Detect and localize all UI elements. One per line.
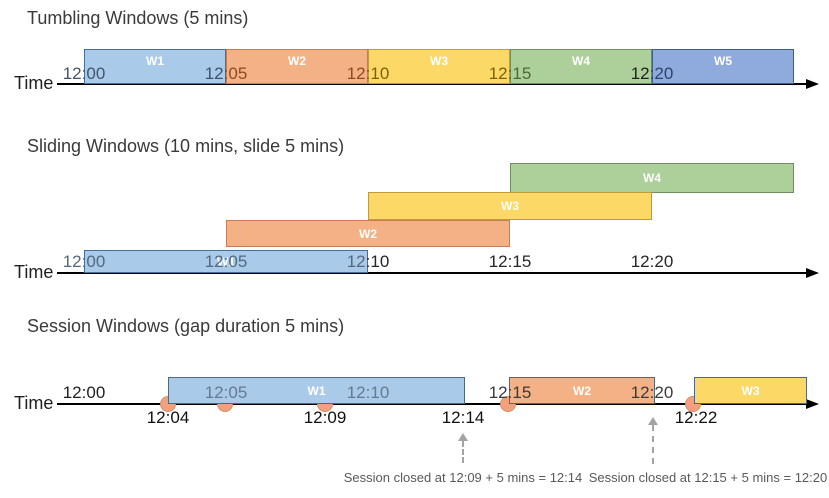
- tick-label-hours: 12: [62, 64, 82, 83]
- window-label: W4: [643, 171, 661, 185]
- window-label: W3: [741, 383, 760, 398]
- tick-label: 12:15: [489, 384, 532, 402]
- tick-label: 12:10: [347, 253, 390, 271]
- tick-label-hours: 12: [62, 252, 82, 271]
- tick-label-minutes: :20: [649, 383, 674, 402]
- tick-label-hours: 12: [630, 383, 650, 402]
- tick-label: 12:15: [489, 253, 532, 271]
- tick-label-minutes: :05: [223, 383, 248, 402]
- window-label: W3: [501, 199, 519, 213]
- window-label: W2: [359, 226, 377, 241]
- window-bar-w4: W4: [510, 163, 794, 193]
- dashed-arrow-line: [462, 441, 464, 463]
- time-axis: [57, 272, 806, 274]
- section-title-tumbling: Tumbling Windows (5 mins): [27, 8, 249, 28]
- time-axis: [57, 83, 806, 85]
- window-bar-w2: W2: [226, 49, 368, 84]
- tick-label: 12:15: [489, 65, 532, 83]
- tick-label: 12:00: [63, 65, 106, 83]
- time-axis-label: Time: [14, 73, 54, 93]
- tick-label-hours: 12: [630, 252, 650, 271]
- tick-label-minutes: :10: [365, 383, 390, 402]
- dashed-arrow-line: [652, 425, 654, 464]
- window-label: W1: [217, 255, 235, 269]
- tick-label-minutes: :15: [507, 252, 532, 271]
- window-bar-w3: W3: [368, 49, 510, 84]
- tick-label-minutes: :20: [649, 252, 674, 271]
- tick-label: 12:20: [631, 384, 674, 402]
- dashed-arrow-head-icon: [648, 417, 658, 425]
- dashed-arrow-head-icon: [458, 433, 468, 441]
- tick-label-minutes: :10: [365, 64, 390, 83]
- tick-label-minutes: :15: [507, 383, 532, 402]
- tick-label: 12:20: [631, 65, 674, 83]
- tick-label-minutes: :05: [223, 64, 248, 83]
- tick-label-hours: 12: [62, 383, 82, 402]
- event-time-label: 12:09: [303, 408, 347, 427]
- session-closed-annotation: Session closed at 12:15 + 5 mins = 12:20: [588, 470, 828, 485]
- tick-label-minutes: :00: [81, 383, 106, 402]
- axis-arrowhead-icon: [806, 268, 819, 278]
- tick-label: 12:05: [205, 384, 248, 402]
- tick-label-hours: 12: [346, 383, 366, 402]
- window-bar-w2: W2: [509, 377, 655, 404]
- tick-label: 12:00: [63, 253, 106, 271]
- tick-label-minutes: :00: [81, 64, 106, 83]
- event-time-label: 12:22: [674, 408, 718, 427]
- section-title-session: Session Windows (gap duration 5 mins): [27, 316, 345, 336]
- tick-label-hours: 12: [488, 252, 508, 271]
- time-axis: [57, 403, 806, 405]
- window-bar-w4: W4: [510, 49, 652, 84]
- tick-label: 12:10: [347, 65, 390, 83]
- window-label: W4: [572, 54, 590, 68]
- tick-label-hours: 12: [204, 252, 224, 271]
- window-label: W2: [288, 54, 306, 68]
- tick-label-minutes: :15: [507, 64, 532, 83]
- tick-label-hours: 12: [204, 383, 224, 402]
- tick-label-minutes: :00: [81, 252, 106, 271]
- tick-label-minutes: :20: [649, 64, 674, 83]
- window-bar-w3: W3: [694, 377, 807, 404]
- tick-label-hours: 12: [488, 64, 508, 83]
- window-bar-w2: W2: [226, 220, 510, 247]
- tick-label: 12:10: [347, 384, 390, 402]
- tick-label-hours: 12: [346, 64, 366, 83]
- session-closed-annotation: Session closed at 12:09 + 5 mins = 12:14: [343, 470, 583, 485]
- window-bar-w1: W1: [168, 377, 465, 404]
- window-bar-w1: W1: [84, 49, 226, 84]
- tick-label-hours: 12: [630, 64, 650, 83]
- event-time-label: 12:14: [441, 408, 485, 427]
- tick-label: 12:00: [63, 384, 106, 402]
- tick-label-minutes: :10: [365, 252, 390, 271]
- time-axis-label: Time: [14, 262, 54, 282]
- tick-label: 12:05: [205, 65, 248, 83]
- event-time-label: 12:04: [146, 408, 190, 427]
- time-axis-label: Time: [14, 393, 54, 413]
- tick-label-minutes: :05: [223, 252, 248, 271]
- window-label: W2: [573, 383, 591, 398]
- window-label: W3: [430, 54, 448, 68]
- tick-label-hours: 12: [488, 383, 508, 402]
- window-bar-w5: W5: [652, 49, 794, 84]
- window-bar-w3: W3: [368, 192, 652, 220]
- tick-label-hours: 12: [346, 252, 366, 271]
- window-bar-w1: W1: [84, 250, 368, 273]
- section-title-sliding: Sliding Windows (10 mins, slide 5 mins): [27, 136, 345, 156]
- tick-label: 12:05: [205, 253, 248, 271]
- window-label: W1: [146, 54, 164, 68]
- axis-arrowhead-icon: [806, 79, 819, 89]
- window-label: W1: [307, 383, 326, 398]
- axis-arrowhead-icon: [806, 399, 819, 409]
- tick-label: 12:20: [631, 253, 674, 271]
- window-label: W5: [714, 54, 732, 68]
- tick-label-hours: 12: [204, 64, 224, 83]
